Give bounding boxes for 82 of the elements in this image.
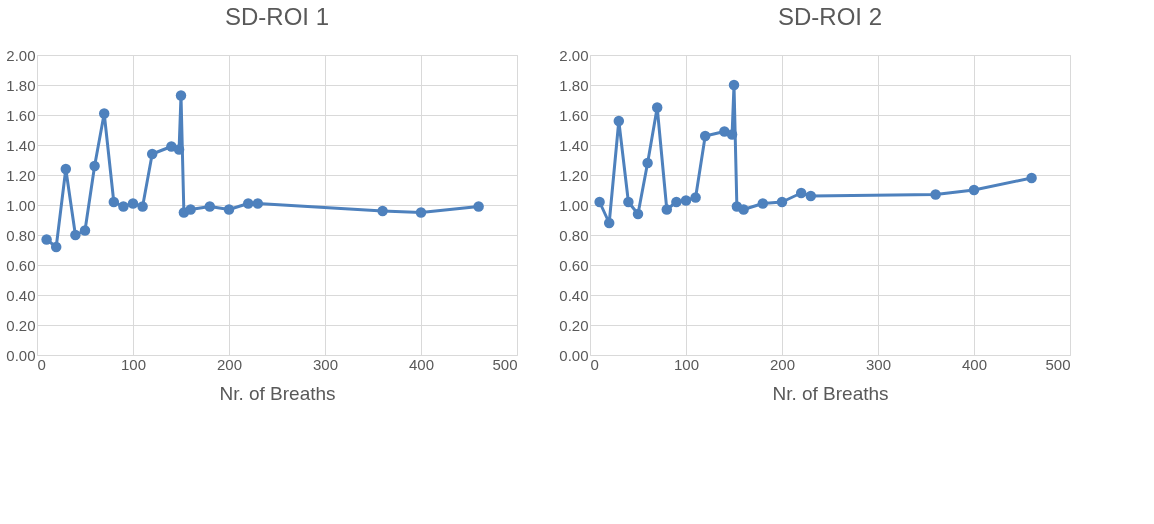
point xyxy=(680,195,692,206)
point xyxy=(699,130,711,142)
point xyxy=(415,207,427,218)
point xyxy=(661,204,673,215)
y-tick-label: 1.40 xyxy=(6,136,36,154)
point xyxy=(252,198,264,209)
point xyxy=(671,196,682,208)
point xyxy=(127,198,139,209)
point xyxy=(473,201,484,212)
x-tick-label: 300 xyxy=(312,355,339,373)
x-tick-label: 500 xyxy=(492,355,518,373)
y-tick-label: 1.80 xyxy=(559,76,589,94)
point xyxy=(137,201,148,212)
x-tick-label: 100 xyxy=(673,355,700,373)
y-tick-label: 0.00 xyxy=(6,346,36,364)
point xyxy=(1026,172,1037,184)
point xyxy=(70,229,81,241)
chart-title: SD-ROI 2 xyxy=(777,3,883,30)
y-tick-label: 1.80 xyxy=(6,76,36,94)
point xyxy=(795,187,807,199)
point xyxy=(690,192,701,203)
chart-title: SD-ROI 1 xyxy=(224,3,330,30)
y-tick-label: 0.40 xyxy=(559,286,589,304)
x-tick-label: 200 xyxy=(216,355,243,373)
point xyxy=(242,198,254,209)
x-tick-label: 200 xyxy=(769,355,796,373)
point xyxy=(173,144,185,155)
y-tick-label: 1.00 xyxy=(559,196,589,214)
point xyxy=(377,205,388,217)
point xyxy=(738,204,749,215)
y-tick-label: 0.20 xyxy=(6,316,36,334)
point xyxy=(89,160,100,172)
x-axis-title: Nr. of Breaths xyxy=(772,382,889,404)
point xyxy=(41,234,52,245)
x-tick-label: 400 xyxy=(961,355,988,373)
y-tick-label: 0.60 xyxy=(559,256,589,274)
x-tick-label: 500 xyxy=(1045,355,1071,373)
point xyxy=(968,184,980,196)
y-tick-label: 0.80 xyxy=(6,226,36,244)
point xyxy=(632,208,644,220)
point xyxy=(594,196,605,208)
x-axis-title: Nr. of Breaths xyxy=(219,382,336,404)
point xyxy=(623,196,634,208)
point xyxy=(223,204,235,215)
y-tick-label: 1.20 xyxy=(6,166,36,184)
x-tick-label: 300 xyxy=(865,355,892,373)
y-tick-label: 1.60 xyxy=(6,106,36,124)
x-tick-label: 0 xyxy=(590,355,599,373)
point xyxy=(726,129,738,140)
point xyxy=(613,115,625,127)
point xyxy=(603,217,615,229)
point xyxy=(185,204,196,215)
x-tick-label: 0 xyxy=(37,355,46,373)
point xyxy=(728,79,740,91)
point xyxy=(805,190,817,202)
y-tick-label: 0.40 xyxy=(6,286,36,304)
x-tick-label: 400 xyxy=(408,355,435,373)
x-tick-label: 100 xyxy=(120,355,147,373)
point xyxy=(175,90,187,101)
y-tick-label: 1.20 xyxy=(559,166,589,184)
point xyxy=(146,148,158,160)
y-tick-label: 0.60 xyxy=(6,256,36,274)
point xyxy=(50,241,62,253)
point xyxy=(757,198,769,209)
point xyxy=(60,163,72,175)
point xyxy=(204,201,216,212)
point xyxy=(776,196,788,208)
y-tick-label: 0.80 xyxy=(559,226,589,244)
y-tick-label: 2.00 xyxy=(559,46,589,64)
y-tick-label: 1.60 xyxy=(559,106,589,124)
point xyxy=(79,225,91,236)
point xyxy=(108,196,120,208)
point xyxy=(98,108,110,119)
point xyxy=(642,157,653,169)
y-tick-label: 1.40 xyxy=(559,136,589,154)
point xyxy=(118,201,129,212)
point xyxy=(651,102,663,113)
point xyxy=(930,189,941,200)
y-tick-label: 0.20 xyxy=(559,316,589,334)
y-tick-label: 2.00 xyxy=(6,46,36,64)
y-tick-label: 0.00 xyxy=(559,346,589,364)
y-tick-label: 1.00 xyxy=(6,196,36,214)
